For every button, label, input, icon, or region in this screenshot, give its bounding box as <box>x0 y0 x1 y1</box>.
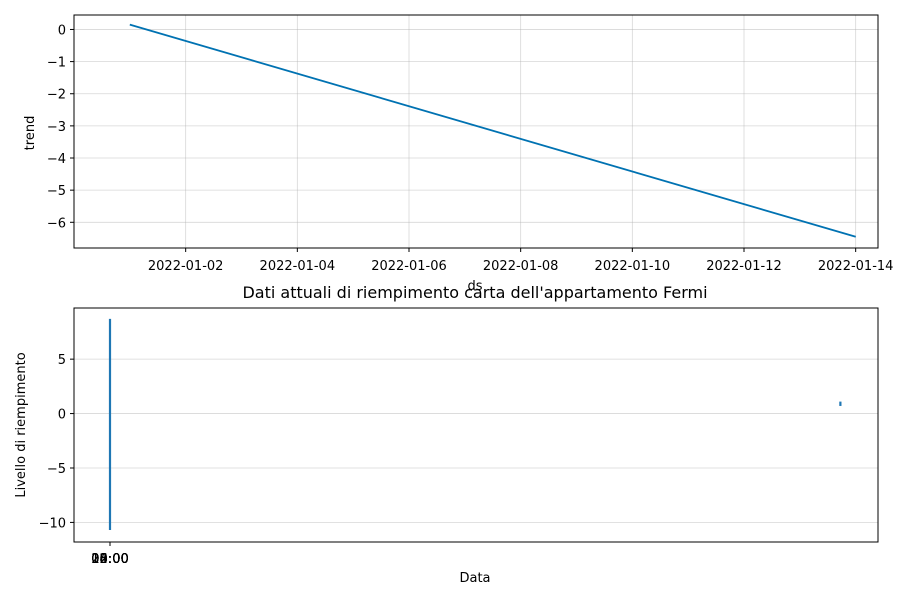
trend-y-tick-label: −5 <box>47 184 66 199</box>
fill-level-axes-frame <box>73 307 879 543</box>
trend-line <box>129 23 856 238</box>
trend-y-tick-label: −6 <box>47 216 66 231</box>
trend-y-tick-label: −3 <box>47 120 66 135</box>
trend-y-tick-label: −1 <box>47 56 66 71</box>
fill-level-x-tick-label: 00:00 <box>91 552 128 567</box>
trend-axes-frame <box>73 14 879 249</box>
trend-x-tick-label: 2022-01-14 <box>818 259 894 274</box>
trend-x-tick-label: 2022-01-06 <box>371 259 447 274</box>
trend-y-tick-label: −4 <box>47 152 66 167</box>
fill-level-y-tick-label: −10 <box>39 516 66 531</box>
trend-y-tick-label: −2 <box>47 88 66 103</box>
trend-series <box>129 23 856 238</box>
trend-x-ticks: 2022-01-02 2022-01-04 2022-01-06 2022-01-08… <box>148 248 894 274</box>
trend-y-tick-label: 0 <box>58 23 66 38</box>
fill-level-y-axis-label: Livello di riempimento <box>14 352 29 497</box>
fill-level-y-ticks: 5 0 −5 −10 <box>39 353 74 531</box>
trend-x-tick-label: 2022-01-04 <box>260 259 336 274</box>
trend-subplot: 2022-01-02 2022-01-04 2022-01-06 2022-01-08… <box>23 14 894 294</box>
fill-level-x-tick-label: 20:00 <box>91 552 128 567</box>
fill-level-grid <box>74 358 878 523</box>
fill-level-chart-title: Dati attuali di riempimento carta dell'a… <box>242 283 707 302</box>
trend-x-tick-label: 2022-01-12 <box>706 259 782 274</box>
fill-level-x-tick-label: 08:00 <box>91 552 128 567</box>
fill-level-y-tick-label: 0 <box>58 408 66 423</box>
fill-level-x-axis-label: Data <box>459 571 490 586</box>
trend-x-tick-label: 2022-01-08 <box>483 259 559 274</box>
fill-level-x-tick-label: 16:00 <box>91 552 128 567</box>
fill-level-y-tick-label: 5 <box>58 353 66 368</box>
fill-level-x-tick-label: 12:00 <box>91 552 128 567</box>
fill-level-x-tick-label: 04:00 <box>91 552 128 567</box>
trend-y-ticks: 0 −1 −2 −3 −4 −5 −6 <box>47 23 74 231</box>
trend-y-axis-label: trend <box>23 116 38 151</box>
trend-x-tick-label: 2022-01-02 <box>148 259 224 274</box>
fill-level-series <box>108 318 842 531</box>
trend-x-axis-label: ds <box>467 279 482 294</box>
trend-x-tick-label: 2022-01-10 <box>595 259 671 274</box>
fill-level-y-tick-label: −5 <box>47 462 66 477</box>
